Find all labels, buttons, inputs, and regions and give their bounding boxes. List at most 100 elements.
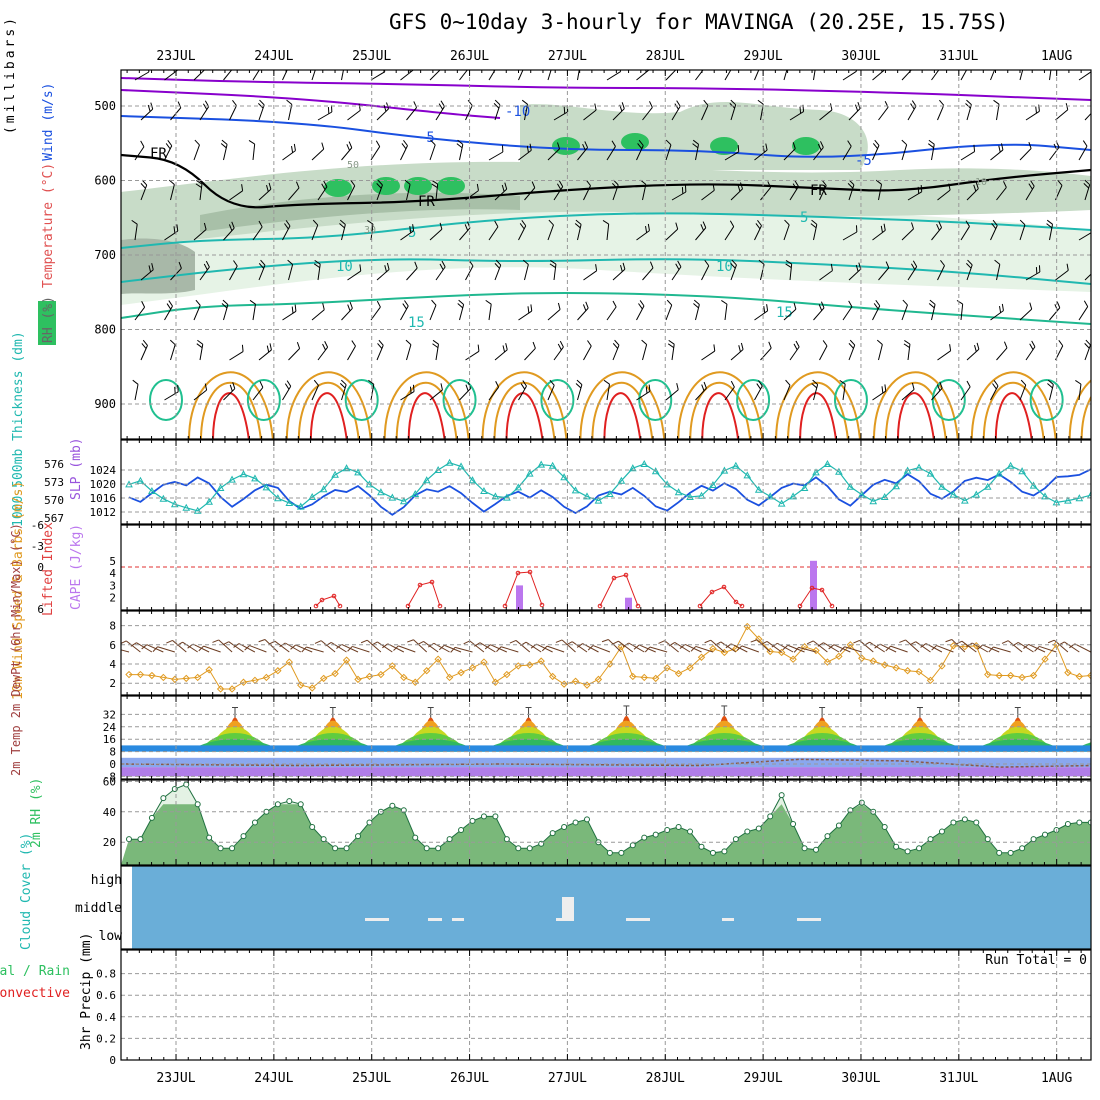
wind-barb-shaft: [193, 144, 200, 161]
wind-barb-flag: [737, 145, 740, 152]
wind-barb-shaft: [636, 305, 645, 321]
rh-point: [675, 824, 682, 830]
rh-point: [778, 792, 785, 799]
wind-barb-shaft: [907, 266, 918, 281]
wind-barb-shaft: [1019, 70, 1025, 81]
wind-barb: [848, 339, 856, 361]
rh-point: [664, 827, 671, 834]
wind-barb: [810, 219, 818, 241]
wind-barb-flag: [521, 99, 528, 105]
wind-barb-flag: [1030, 180, 1035, 187]
wind-barb: [876, 339, 883, 361]
wind-barb-flag: [241, 344, 244, 352]
rh-point: [1007, 849, 1014, 856]
contour-label: 5: [800, 210, 808, 226]
boundary-contour: [407, 392, 446, 439]
wind-barb-flag: [321, 142, 325, 150]
wind-barb-flag: [793, 343, 798, 350]
rh-point: [549, 830, 556, 837]
temp-tick: 32: [103, 708, 116, 721]
wind-speed-point: [136, 670, 145, 679]
wind-barb-flag: [806, 640, 814, 645]
rh-tick: 20: [103, 836, 116, 849]
wind-barb-flag: [495, 380, 500, 388]
wind-barb-flag: [549, 379, 555, 386]
wind-barb: [965, 99, 972, 121]
wind-speed-point: [846, 641, 855, 649]
date-label-top: 29JUL: [744, 49, 783, 64]
wind-barb-shaft: [347, 185, 356, 201]
date-label-top: 25JUL: [352, 49, 391, 64]
wind-barb: [730, 259, 737, 281]
wind-speed-point: [571, 677, 580, 685]
wind-barb-shaft: [518, 149, 532, 161]
wind-barb-flag: [520, 383, 526, 390]
temp-tick: 0: [109, 758, 116, 771]
wind-barb-shaft: [907, 344, 911, 361]
wind-barb: [996, 341, 1008, 361]
wind-barb-shaft: [199, 344, 204, 361]
wind-barb-flag: [465, 384, 469, 392]
wind-barb: [993, 99, 1000, 121]
wind-speed-point: [961, 643, 969, 651]
wind-barb: [793, 646, 817, 653]
wind-barb-flag: [1031, 340, 1036, 347]
wind-barb: [642, 101, 653, 121]
rh-point: [572, 819, 579, 826]
wind-barb-flag: [966, 380, 971, 388]
wind-barb-flag: [712, 183, 715, 191]
rh-point: [492, 813, 499, 820]
li-trace: [699, 586, 743, 607]
wind-speed-point: [480, 658, 488, 666]
wind-barb-flag: [347, 304, 351, 312]
wind-barb: [848, 262, 862, 281]
wind-barb-flag: [975, 182, 979, 189]
contour-label: 15: [776, 305, 793, 321]
wind-barb-shaft: [730, 104, 737, 121]
wind-barb-flag: [563, 106, 566, 114]
wind-speed-point: [755, 635, 763, 643]
wind-speed-point: [388, 662, 397, 670]
wind-barb-shaft: [282, 386, 292, 401]
rh-point: [332, 845, 339, 852]
wind-barb-flag: [325, 642, 332, 647]
wind-barb-flag: [693, 299, 700, 305]
thickness-point: [262, 483, 271, 491]
slp-data: [125, 458, 1091, 516]
wind-barb-flag: [929, 299, 936, 305]
wind-barb-shaft: [459, 70, 470, 81]
wind-barb-shaft: [311, 70, 318, 81]
contour-line: [121, 115, 1091, 158]
wind-barb-flag: [849, 339, 856, 346]
wind-barb-flag: [339, 223, 345, 229]
contour-label: -5: [418, 130, 435, 146]
wind-barb-shaft: [1055, 109, 1069, 121]
wind-barb-shaft: [1078, 384, 1082, 401]
wind-barb-flag: [174, 386, 176, 394]
wind-barb-shaft: [488, 386, 500, 401]
wind-barb-flag: [258, 103, 264, 109]
precip-tick: 0: [109, 1054, 116, 1067]
wind-barb-shaft: [990, 385, 999, 401]
wind-barb-shaft: [311, 224, 319, 241]
cape-tick: 2: [109, 592, 116, 605]
wind-barb-flag: [901, 139, 908, 146]
wind-barb-flag: [172, 70, 175, 73]
panel-frame: [120, 779, 1092, 866]
thickness-tick: 576: [44, 458, 64, 471]
li-trace: [599, 574, 639, 607]
rh-label: RH (%): [41, 296, 56, 343]
wind-barb-flag: [340, 379, 347, 386]
wind-barb-flag: [220, 143, 227, 149]
rh-point: [618, 849, 625, 856]
wind-barb-flag: [681, 187, 684, 194]
wind-barb-shaft: [583, 270, 597, 281]
wind-speed-point: [308, 684, 316, 692]
wind-barb-shaft: [789, 264, 793, 281]
wind-barb-shaft: [878, 267, 890, 281]
li-point: [437, 603, 443, 609]
thickness-point: [377, 488, 385, 496]
wind-barb: [553, 340, 564, 361]
panel-frame: [120, 439, 1092, 525]
wind-barb: [432, 339, 439, 361]
